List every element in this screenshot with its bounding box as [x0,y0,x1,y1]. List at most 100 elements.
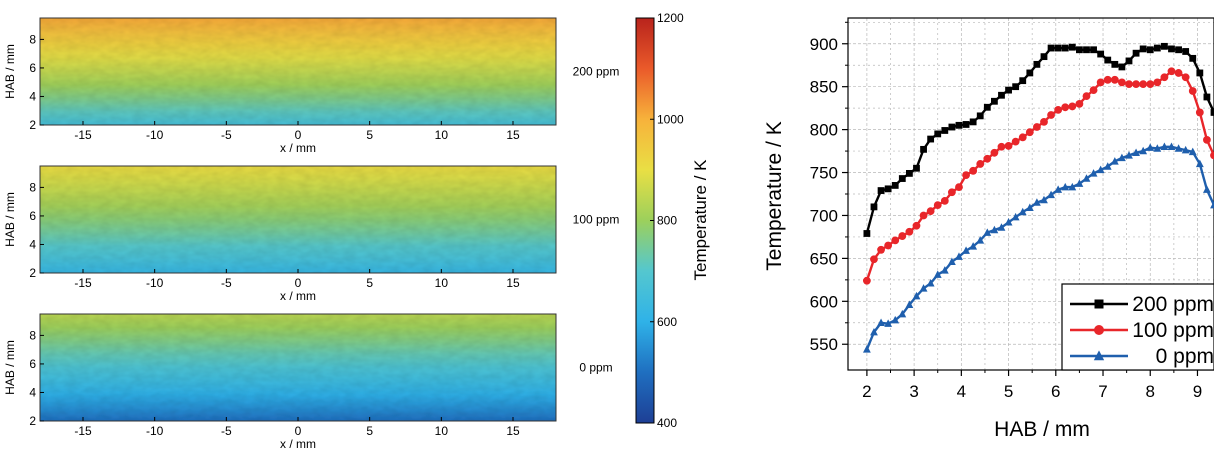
data-point-triangle [1004,218,1013,226]
series-100-ppm [862,67,1214,285]
data-point-square [1118,63,1126,71]
x-tick-label: 10 [435,128,449,142]
data-point-square [969,118,977,126]
legend-label: 200 ppm [1132,293,1214,316]
data-point-square [1146,46,1154,54]
y-tick-label: 8 [29,328,36,342]
heatmap-y-axis-label: HAB / mm [3,192,17,247]
data-point-square [1054,44,1062,52]
data-point-triangle [1093,350,1105,361]
data-point-circle [1139,80,1148,89]
data-point-circle [1082,92,1091,101]
data-point-triangle [1146,143,1155,151]
data-point-square [1026,69,1034,77]
x-tick-label: 5 [1004,382,1013,401]
y-tick-label: 700 [810,206,838,225]
data-point-circle [926,207,935,216]
colorbar-tick-label: 400 [657,416,677,430]
data-point-triangle [1096,165,1105,174]
data-point-circle [1033,123,1041,131]
data-point-circle [1094,325,1104,335]
x-tick-label: 0 [295,128,302,142]
data-point-square [1012,83,1020,91]
series-line [865,70,1214,282]
data-point-triangle [990,225,999,234]
data-point-square [955,121,963,129]
y-tick-label: 800 [810,121,838,140]
data-point-circle [1125,80,1133,89]
y-tick-label: 2 [29,414,36,428]
data-point-circle [1210,151,1214,160]
data-point-circle [862,276,871,285]
x-tick-label: 2 [862,382,871,401]
data-point-square [1196,69,1204,77]
data-point-triangle [870,327,878,336]
data-point-triangle [905,300,914,308]
x-tick-label: -5 [221,128,232,142]
data-point-circle [884,241,893,250]
data-point-square [934,130,942,138]
heatmap-x-axis-label: x / mm [280,289,316,303]
data-point-triangle [1139,146,1148,155]
legend-item: 200 ppm [1070,293,1214,316]
data-point-circle [1160,73,1169,82]
data-point-circle [1110,75,1119,84]
data-point-square [1111,60,1119,68]
data-point-circle [990,148,999,157]
data-point-triangle [877,318,885,326]
data-point-square [991,97,998,105]
data-point-square [898,175,906,182]
data-point-triangle [1203,185,1211,193]
heatmap-panel: -15 -10 -5 0 5 10 15 2 4 6 8 x / mm HAB / mm 0 ppm [3,313,613,451]
data-point-triangle [1132,148,1140,157]
data-point-triangle [1032,198,1041,206]
data-point-square [1182,48,1190,55]
data-point-triangle [947,257,956,266]
legend-label: 0 ppm [1156,345,1214,368]
data-point-square [1161,42,1168,50]
x-tick-label: -10 [146,276,164,290]
data-point-circle [969,166,978,175]
data-point-square [1047,44,1055,52]
data-point-triangle [1040,195,1048,204]
data-point-triangle [933,270,942,278]
y-tick-label: 750 [810,164,838,183]
data-point-circle [877,245,885,254]
data-point-circle [1118,78,1126,87]
x-tick-label: -15 [74,128,92,142]
y-tick-label: 8 [29,180,36,194]
x-tick-label: 5 [366,128,373,142]
x-tick-label: 7 [1098,382,1107,401]
heatmap-panel: -15 -10 -5 0 5 10 15 2 4 6 8 x / mm HAB / mm 100 ppm [3,165,619,303]
data-point-circle [1011,137,1020,146]
data-point-circle [1181,73,1190,82]
data-point-triangle [983,228,992,236]
data-point-circle [955,183,963,192]
heatmap-y-axis-label: HAB / mm [3,340,17,395]
series-200-ppm [863,42,1214,237]
y-tick-label: 900 [810,35,838,54]
colorbar: 400 600 800 1000 1200 Temperature / K [635,11,710,430]
data-point-circle [933,201,942,210]
legend-item: 100 ppm [1070,319,1214,342]
heatmap-image [40,314,556,421]
data-point-triangle [919,284,928,292]
data-point-triangle [1082,174,1091,182]
data-point-triangle [1210,200,1214,209]
data-point-triangle [891,315,900,324]
data-point-circle [912,221,921,230]
data-point-triangle [1125,151,1133,159]
data-point-circle [1174,69,1183,77]
data-point-triangle [912,291,921,300]
data-point-circle [940,196,949,205]
data-point-triangle [1068,182,1077,191]
data-point-circle [1195,108,1204,117]
x-tick-label: 10 [435,276,449,290]
data-point-square [1168,45,1175,53]
data-point-circle [891,236,900,245]
data-point-circle [1089,86,1098,95]
data-point-square [1175,46,1182,54]
x-tick-label: -5 [221,276,232,290]
y-tick-label: 850 [810,78,838,97]
data-point-triangle [1061,182,1070,191]
